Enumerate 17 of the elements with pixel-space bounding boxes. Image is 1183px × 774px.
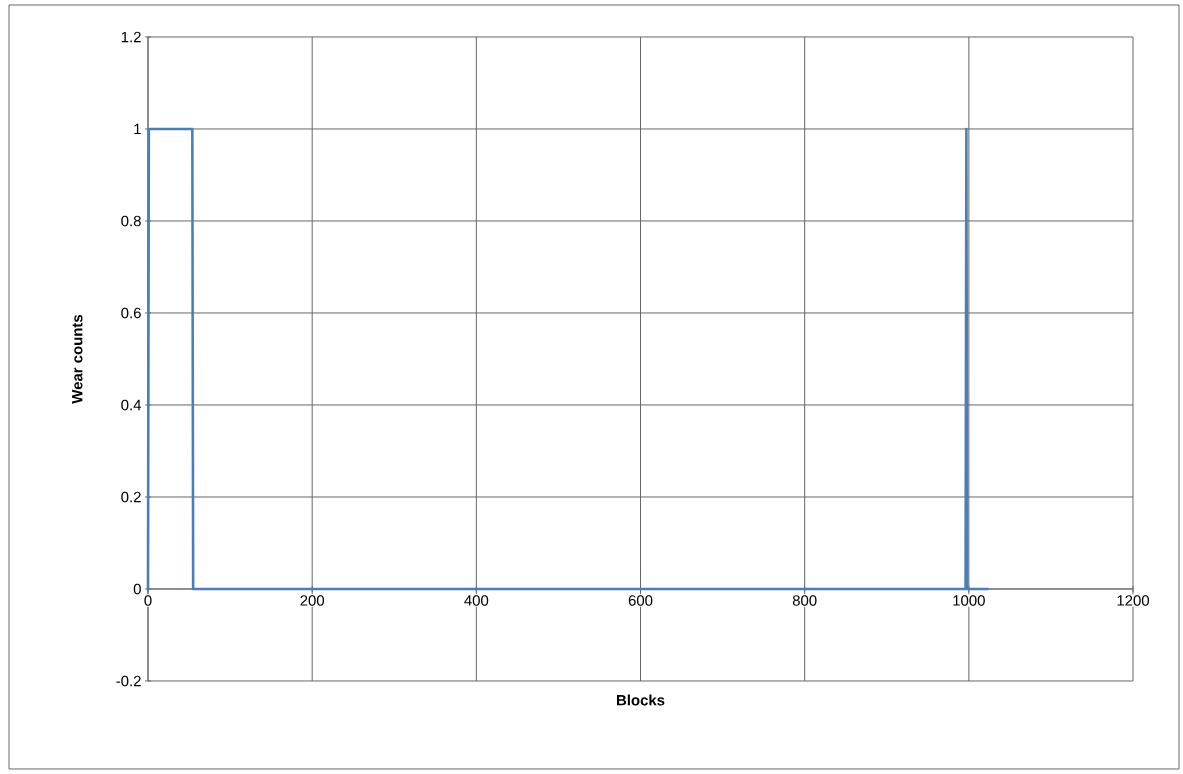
x-tick-label: 0 (144, 595, 152, 606)
x-axis-title: Blocks (617, 694, 665, 706)
x-tick-label: 800 (792, 595, 817, 606)
x-tick-label: 1200 (1117, 595, 1150, 606)
x-tick-label: 1000 (953, 595, 985, 606)
y-tick-label: 0.4 (121, 399, 142, 411)
y-tick-label: 0.2 (121, 491, 141, 503)
y-tick-label: 0.8 (121, 215, 141, 227)
x-tick-label: 200 (300, 595, 325, 606)
x-tick-label: 600 (628, 595, 653, 606)
y-tick-label: 1 (134, 123, 141, 135)
x-tick-label: 400 (464, 595, 489, 606)
y-tick-label: 1.2 (121, 31, 141, 43)
y-axis-title: Wear counts (72, 314, 83, 404)
y-tick-label: 0 (133, 583, 141, 595)
y-tick-label: 0.6 (121, 307, 141, 319)
y-tick-label: -0.2 (116, 675, 141, 687)
